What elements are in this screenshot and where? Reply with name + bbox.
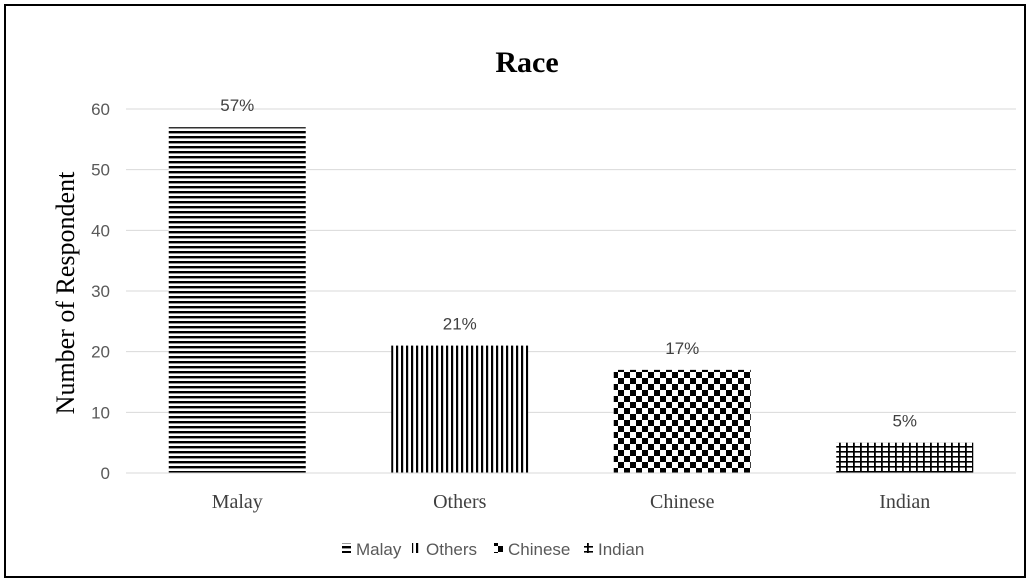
legend-label-chinese: Chinese	[508, 540, 570, 559]
data-label-indian: 5%	[892, 412, 917, 431]
chart-svg: Race Number of Respondent 0102030405060 …	[51, 46, 1016, 559]
legend-swatch-chinese	[494, 543, 503, 553]
y-tick-label: 30	[91, 282, 110, 301]
legend-swatch-malay	[342, 543, 351, 553]
chart-title: Race	[495, 46, 558, 79]
y-axis-ticks: 0 10 20 30 40 50 60	[91, 100, 110, 483]
category-label-malay: Malay	[212, 491, 263, 513]
y-tick-label: 40	[91, 221, 110, 240]
category-labels: Malay Others Chinese Indian	[212, 491, 931, 513]
legend-label-others: Others	[426, 540, 477, 559]
chart-frame: Race Number of Respondent 0 10 20 30 40 50 60 …	[4, 4, 1026, 578]
bar-indian	[836, 442, 974, 473]
legend-swatch-indian	[584, 543, 593, 553]
bar-chinese	[613, 369, 751, 473]
y-tick-label: 60	[91, 100, 110, 119]
data-label-malay: 57%	[220, 96, 254, 115]
legend: Malay Others Chinese Indian	[342, 540, 644, 559]
bar-others	[391, 345, 529, 473]
category-label-chinese: Chinese	[650, 491, 715, 513]
legend-swatch-others	[412, 543, 421, 553]
category-label-indian: Indian	[879, 491, 930, 513]
y-tick-label: 0	[101, 464, 110, 483]
data-label-chinese: 17%	[665, 339, 699, 358]
data-labels: 57% 21% 17% 5%	[220, 96, 917, 430]
category-label-others: Others	[433, 491, 487, 513]
y-axis-title: Number of Respondent	[51, 171, 80, 414]
data-label-others: 21%	[443, 315, 477, 334]
bars	[168, 127, 974, 473]
y-tick-label: 50	[91, 161, 110, 180]
y-tick-label: 20	[91, 343, 110, 362]
legend-label-indian: Indian	[598, 540, 644, 559]
bar-malay	[168, 127, 306, 473]
y-tick-label: 10	[91, 403, 110, 422]
legend-label-malay: Malay	[356, 540, 402, 559]
